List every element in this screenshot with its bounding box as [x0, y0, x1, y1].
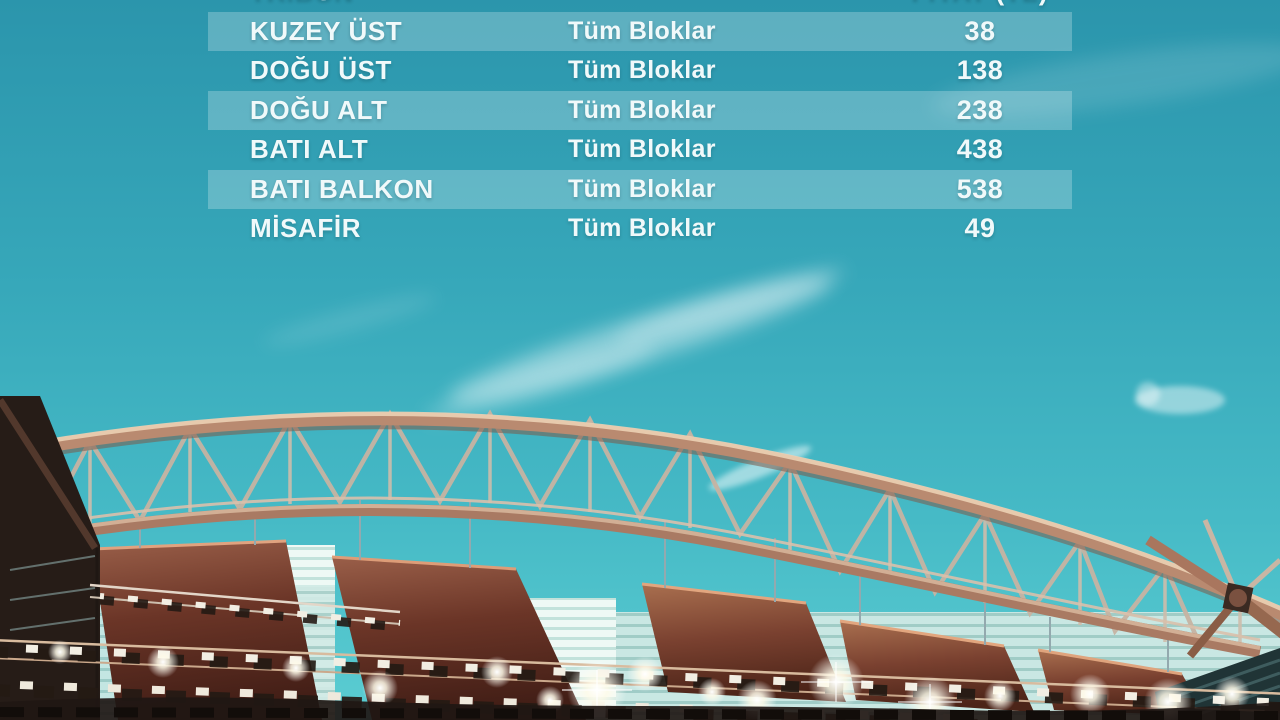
table-header-row: TRİBÜN FİYAT (TL)	[208, 0, 1072, 12]
floodlight-glows	[48, 640, 1250, 720]
truss-arch	[0, 409, 1280, 658]
tribune-name: DOĞU ALT	[250, 94, 388, 125]
blocks-label: Tüm Bloklar	[568, 16, 716, 45]
ticket-price-table: TRİBÜN FİYAT (TL) KUZEY ÜST Tüm Bloklar …	[208, 0, 1072, 249]
price-value: 538	[956, 173, 1004, 204]
price-value: 49	[964, 213, 996, 244]
table-row: DOĞU ALT Tüm Bloklar 238	[208, 90, 1072, 130]
blocks-label: Tüm Bloklar	[568, 174, 716, 203]
header-tribune: TRİBÜN	[208, 0, 558, 7]
blocks-label: Tüm Bloklar	[568, 135, 716, 164]
bottom-fixtures	[0, 697, 1280, 720]
price-value: 238	[956, 94, 1004, 125]
table-row: DOĞU ÜST Tüm Bloklar 138	[208, 51, 1072, 91]
table-row: BATI ALT Tüm Bloklar 438	[208, 130, 1072, 170]
price-value: 438	[956, 134, 1004, 165]
table-row: BATI BALKON Tüm Bloklar 538	[208, 169, 1072, 209]
tribune-name: BATI BALKON	[250, 173, 434, 204]
price-value: 38	[964, 15, 996, 46]
tribune-name: DOĞU ÜST	[250, 55, 393, 86]
blocks-label: Tüm Bloklar	[568, 56, 716, 85]
table-row: KUZEY ÜST Tüm Bloklar 38	[208, 11, 1072, 51]
clouds	[263, 43, 1280, 491]
tribune-name: MİSAFİR	[250, 213, 362, 244]
blocks-label: Tüm Bloklar	[568, 214, 716, 243]
header-price: FİYAT (TL)	[888, 0, 1072, 7]
tribune-name: KUZEY ÜST	[250, 15, 403, 46]
table-row: MİSAFİR Tüm Bloklar 49	[208, 209, 1072, 249]
tribune-name: BATI ALT	[250, 134, 369, 165]
price-value: 138	[956, 55, 1004, 86]
blocks-label: Tüm Bloklar	[568, 95, 716, 124]
